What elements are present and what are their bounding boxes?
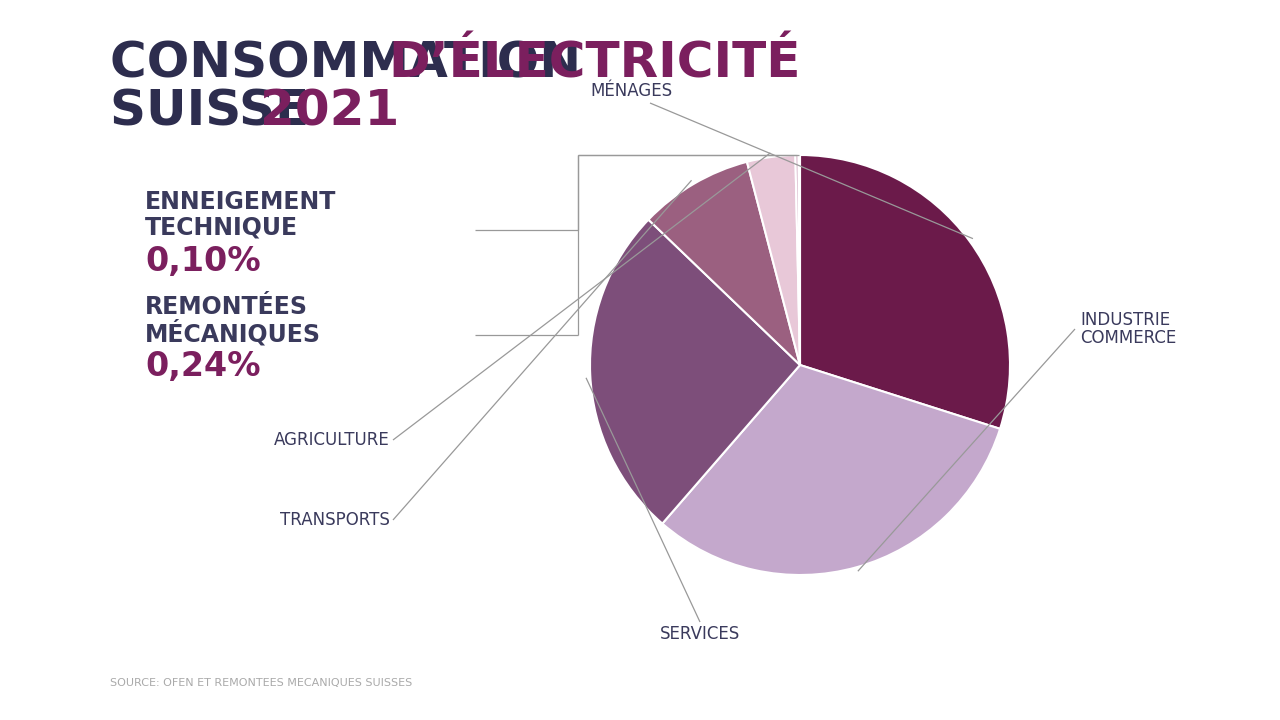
Wedge shape (662, 365, 1000, 575)
Text: CONSOMMATION: CONSOMMATION (110, 40, 599, 88)
Wedge shape (590, 220, 800, 523)
Text: MÉNAGES: MÉNAGES (590, 82, 672, 100)
Text: SUISSE: SUISSE (110, 88, 326, 136)
Text: MÉCANIQUES: MÉCANIQUES (145, 320, 321, 346)
Text: INDUSTRIE: INDUSTRIE (1080, 311, 1170, 329)
Text: 0,10%: 0,10% (145, 245, 261, 278)
Text: SOURCE: OFEN ET REMONTEES MECANIQUES SUISSES: SOURCE: OFEN ET REMONTEES MECANIQUES SUI… (110, 678, 412, 688)
Text: TRANSPORTS: TRANSPORTS (280, 511, 390, 529)
Text: COMMERCE: COMMERCE (1080, 329, 1176, 347)
Wedge shape (795, 155, 800, 365)
Text: TECHNIQUE: TECHNIQUE (145, 215, 298, 239)
Wedge shape (800, 155, 1010, 429)
Text: 2021: 2021 (260, 88, 399, 136)
Wedge shape (799, 155, 800, 365)
Text: REMONTÉES: REMONTÉES (145, 295, 308, 319)
Wedge shape (748, 155, 800, 365)
Text: AGRICULTURE: AGRICULTURE (274, 431, 390, 449)
Text: 0,24%: 0,24% (145, 350, 261, 383)
Wedge shape (649, 162, 800, 365)
Text: ENNEIGEMENT: ENNEIGEMENT (145, 190, 337, 214)
Text: SERVICES: SERVICES (660, 625, 740, 643)
Text: D’ÉLECTRICITÉ: D’ÉLECTRICITÉ (388, 40, 801, 88)
